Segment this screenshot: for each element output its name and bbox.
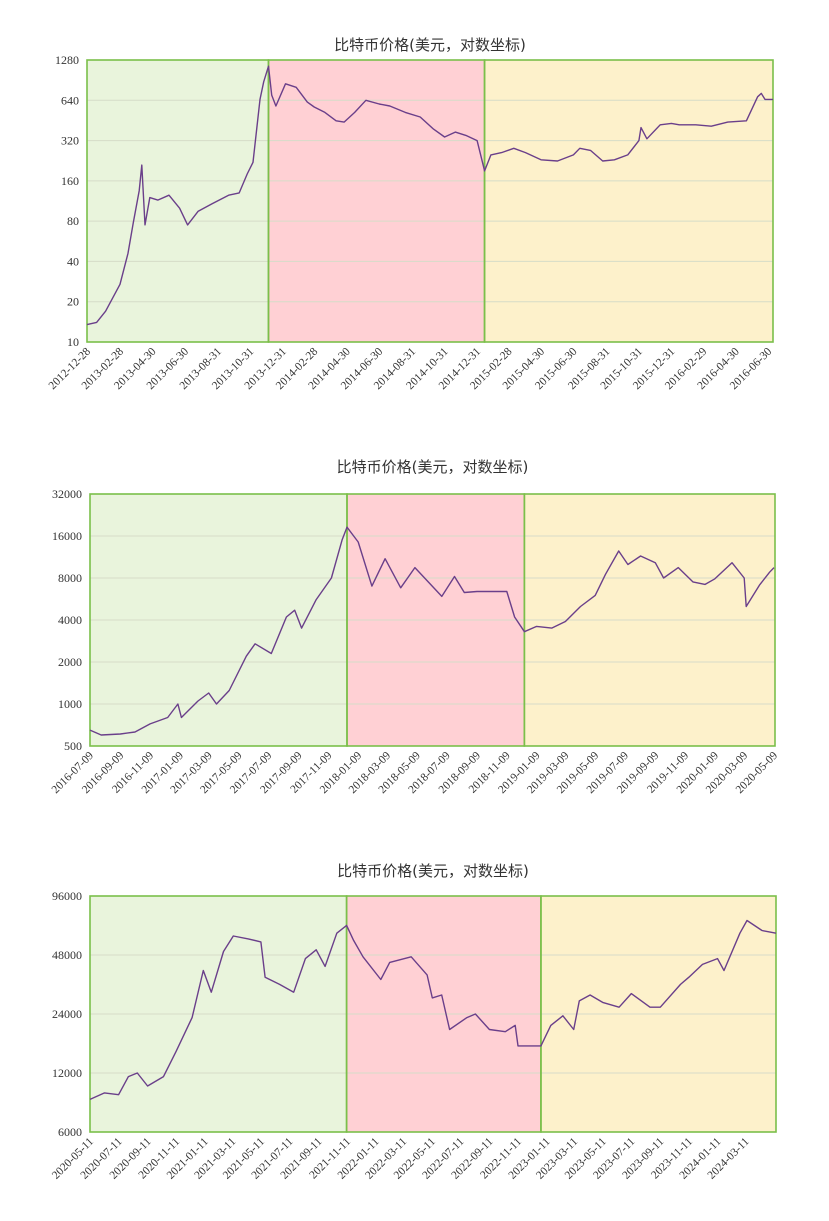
y-tick-label: 96000: [52, 889, 82, 903]
y-tick-label: 10: [67, 335, 79, 349]
price-line: [86, 65, 773, 326]
y-tick-label: 16000: [52, 529, 82, 543]
y-tick-label: 4000: [58, 613, 82, 627]
y-tick-label: 160: [61, 174, 79, 188]
phase-region-1: [87, 60, 269, 342]
chart-title: 比特币价格(美元，对数坐标): [334, 36, 526, 54]
y-tick-label: 24000: [52, 1007, 82, 1021]
y-tick-label: 2000: [58, 655, 82, 669]
y-tick-label: 1280: [55, 53, 79, 67]
phase-region-3: [484, 60, 773, 342]
y-tick-label: 6000: [58, 1125, 82, 1139]
price-line: [89, 919, 777, 1101]
y-tick-label: 8000: [58, 571, 82, 585]
y-tick-label: 320: [61, 134, 79, 148]
y-tick-label: 80: [67, 214, 79, 228]
y-tick-label: 12000: [52, 1066, 82, 1080]
y-tick-label: 500: [64, 739, 82, 753]
phase-region-border: [483, 59, 774, 343]
y-tick-label: 20: [67, 295, 79, 309]
chart-3: 比特币价格(美元，对数坐标)96000480002400012000600020…: [50, 862, 777, 1182]
chart-title: 比特币价格(美元，对数坐标): [337, 458, 529, 476]
phase-region-border: [523, 493, 776, 747]
y-tick-label: 32000: [52, 487, 82, 501]
y-tick-label: 1000: [58, 697, 82, 711]
y-tick-label: 40: [67, 254, 79, 268]
chart-title: 比特币价格(美元，对数坐标): [337, 862, 529, 880]
y-tick-label: 640: [61, 93, 79, 107]
price-line: [89, 526, 775, 736]
chart-1: 比特币价格(美元，对数坐标)1280640320160804020102012-…: [47, 36, 775, 392]
y-tick-label: 48000: [52, 948, 82, 962]
phase-region-border: [540, 895, 777, 1133]
chart-2: 比特币价格(美元，对数坐标) 32000 16000 8000 4000 2000 1000…: [50, 458, 781, 796]
phase-region-2: [268, 60, 485, 342]
